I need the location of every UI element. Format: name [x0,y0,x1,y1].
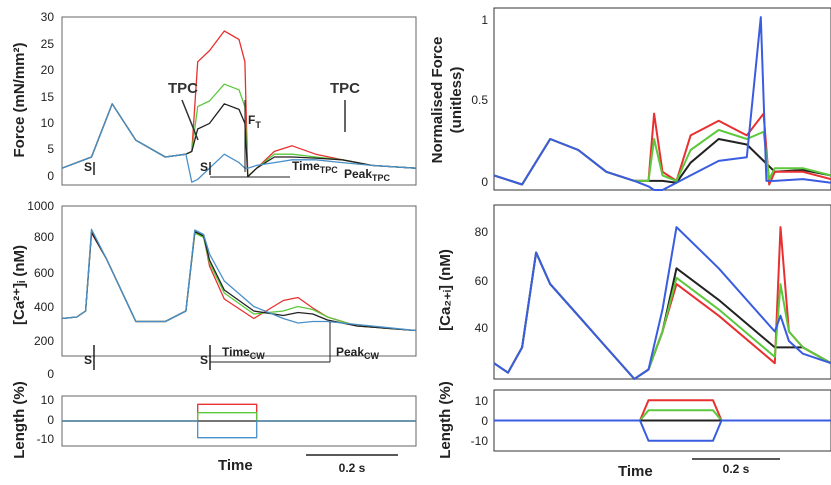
annotation-stimulus: S [200,353,208,367]
series-line-blue_model [493,16,831,191]
series-line-green [62,412,416,422]
arrow-line [181,99,199,141]
series-line-blue_model [494,419,831,442]
series-line-blue [61,103,417,183]
series-line-green [61,230,417,332]
plot-frame [493,7,831,191]
annotation-time-tpc: TimeTPC [292,159,338,175]
plot-area [493,16,831,191]
tick-label: 0 [47,367,54,381]
series-line-red [493,226,831,380]
y-axis-label: [Ca₂₊ᵢ] (nM) [437,249,454,331]
series-line-black [61,103,417,178]
annotation-stimulus: S [84,160,92,174]
x-axis-label: Time [618,463,653,480]
tick-label: 600 [34,266,54,280]
y-axis-label: [Ca²⁺]ᵢ (nM) [11,245,28,325]
tick-label: 10 [41,116,55,130]
tick-label: 10 [475,394,489,408]
plot-area [493,226,831,380]
annotation-stimulus: S [200,160,208,174]
x-axis-label: Time [218,457,253,474]
plot-area [61,30,417,183]
annotation-tpc: TPC [330,80,360,97]
plot-area [61,228,417,332]
tick-label: 0.5 [471,93,488,107]
plot-frame [493,204,831,380]
tick-label: 40 [475,321,489,335]
annotation-stimulus: S [84,353,92,367]
y-axis-label: Normalised Force [429,37,446,164]
series-line-black [493,138,831,186]
annotation-time-cw: TimeCW [222,345,265,361]
y-axis-label: (unitless) [448,67,465,134]
tick-label: 20 [41,63,55,77]
tick-label: 60 [475,274,489,288]
panel-calcium-model: 80 60 40 [Ca₂₊ᵢ] (nM) [437,204,831,380]
annotation-tpc: TPC [168,80,198,97]
panel-force-model: 1 0.5 0 Normalised Force (unitless) [429,7,831,191]
plot-frame [61,16,417,186]
tick-label: 200 [34,334,54,348]
series-line-black [61,230,417,332]
annotation-peak-tpc: PeakTPC [344,167,391,183]
tick-label: 10 [41,393,55,407]
y-axis-label: Length (%) [437,381,454,458]
panel-length-experimental: 10 0 -10 Length (%) [11,381,417,459]
panel-calcium-experimental: 1000 800 600 400 200 0 [Ca²⁺]ᵢ (nM) S S … [11,199,417,381]
y-axis-label: Length (%) [11,381,28,458]
tick-label: 30 [41,10,55,24]
tick-label: 400 [34,300,54,314]
plot-area [62,403,416,439]
tick-label: -10 [471,434,489,448]
tick-label: 0 [481,175,488,189]
series-line-blue_model [493,226,831,380]
panel-force-experimental: 30 25 20 15 10 5 0 Force (mN/mm²) TPC TP… [11,10,417,186]
annotation-peak-cw: PeakCW [336,345,380,361]
series-line-blue [62,420,416,439]
tick-label: 0 [47,413,54,427]
plot-frame [61,205,417,357]
scale-bar-label: 0.2 s [339,461,366,475]
tick-label: 0 [481,414,488,428]
y-axis-label: Force (mN/mm²) [11,42,28,157]
series-line-red [61,232,417,332]
tick-label: 5 [47,142,54,156]
series-line-red [61,30,417,178]
scale-bar-label: 0.2 s [723,462,750,476]
tick-label: 1000 [27,199,54,213]
tick-label: 25 [41,37,55,51]
annotation-ft: FT [248,113,261,130]
tick-label: 15 [41,90,55,104]
tick-label: 1 [481,13,488,27]
tick-label: 0 [47,169,54,183]
tick-label: 80 [475,225,489,239]
series-line-green [493,128,831,186]
tick-label: -10 [37,432,55,446]
series-line-blue [61,228,417,332]
series-line-green [494,409,831,422]
tick-label: 800 [34,230,54,244]
panel-length-model: 10 0 -10 Length (%) [437,381,831,459]
plot-area [494,399,831,442]
